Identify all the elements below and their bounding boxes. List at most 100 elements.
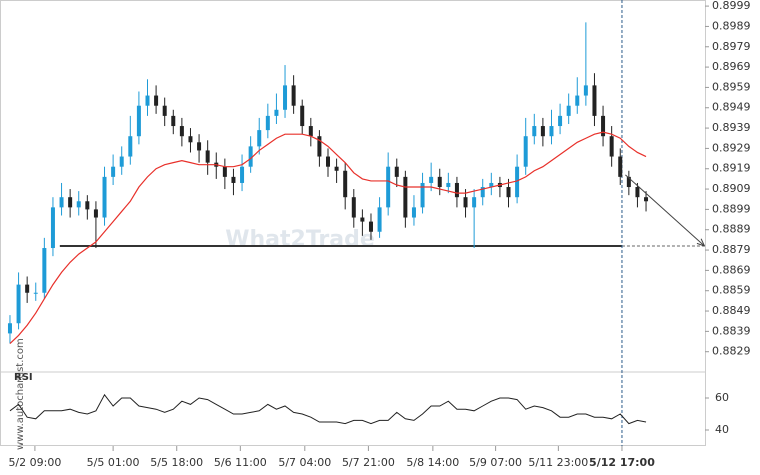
x-tick-label: 5/2 09:00 — [8, 456, 61, 469]
candle-body — [334, 166, 339, 171]
candle-body — [558, 115, 563, 127]
y-tick-label: 0.8829 — [712, 345, 751, 358]
candle-body — [102, 176, 107, 218]
y-tick-label: 0.8889 — [712, 223, 751, 236]
x-tick-label: 5/7 21:00 — [342, 456, 395, 469]
watermark: What2Trade — [225, 227, 375, 252]
candle-body — [489, 182, 494, 188]
candle-body — [386, 166, 391, 208]
candle-body — [179, 126, 184, 137]
candle-body — [515, 166, 520, 198]
candle-body — [197, 142, 202, 151]
candle-body — [609, 136, 614, 157]
y-tick-label: 0.8989 — [712, 19, 751, 32]
candle-body — [59, 197, 64, 208]
candle-body — [300, 105, 305, 127]
candle-body — [42, 248, 47, 293]
rsi-tick-label: 60 — [715, 391, 729, 404]
candle-body — [549, 126, 554, 137]
candle-body — [162, 105, 167, 116]
candle-body — [283, 85, 288, 110]
candle-body — [437, 176, 442, 188]
candle-body — [343, 170, 348, 198]
candle-body — [592, 85, 597, 116]
candle-body — [626, 176, 631, 188]
candle-body — [360, 217, 365, 222]
candle-body — [480, 187, 485, 198]
y-tick-label: 0.8849 — [712, 304, 751, 317]
candle-body — [635, 187, 640, 198]
candle-body — [257, 130, 262, 147]
candle-body — [50, 207, 55, 249]
candle-body — [317, 136, 322, 157]
candle-body — [472, 197, 477, 208]
candle-body — [111, 166, 116, 177]
candle-body — [128, 136, 133, 157]
candle-body — [601, 115, 606, 137]
x-tick-label: 5/5 18:00 — [150, 456, 203, 469]
x-tick-label: 5/9 07:00 — [469, 456, 522, 469]
candle-body — [403, 176, 408, 218]
candle-body — [76, 201, 81, 208]
y-tick-label: 0.8969 — [712, 60, 751, 73]
candle-body — [540, 126, 545, 137]
candle-body — [351, 197, 356, 218]
candle-body — [145, 95, 150, 106]
y-tick-label: 0.8859 — [712, 284, 751, 297]
candle-body — [171, 115, 176, 127]
candle-body — [532, 126, 537, 137]
y-tick-label: 0.8939 — [712, 121, 751, 134]
candle-body — [16, 284, 21, 324]
y-tick-label: 0.8929 — [712, 141, 751, 154]
x-tick-label: 5/5 01:00 — [87, 456, 140, 469]
candle-body — [446, 182, 451, 188]
x-tick-label: 5/12 17:00 — [589, 456, 655, 469]
y-tick-label: 0.8869 — [712, 263, 751, 276]
y-tick-label: 0.8919 — [712, 162, 751, 175]
candle-body — [523, 136, 528, 167]
candle-body — [25, 284, 30, 293]
arrow-head — [696, 238, 705, 247]
y-tick-label: 0.8949 — [712, 101, 751, 114]
candle-body — [308, 126, 313, 137]
rsi-title: RSI — [14, 372, 33, 383]
x-tick-label: 5/7 04:00 — [278, 456, 331, 469]
candle-body — [429, 176, 434, 183]
candle-body — [291, 85, 296, 106]
candle-body — [154, 95, 159, 106]
y-tick-label: 0.8899 — [712, 202, 751, 215]
side-text: www.autochartist.com — [15, 338, 26, 450]
projection-arrow — [625, 174, 705, 247]
candle-body — [377, 207, 382, 232]
candle-body — [68, 197, 73, 208]
candle-body — [85, 201, 90, 210]
candle-body — [248, 146, 253, 167]
frame — [0, 0, 706, 446]
candle-body — [93, 209, 98, 218]
candle-body — [463, 197, 468, 208]
candle-body — [575, 95, 580, 106]
candle-body — [454, 182, 459, 198]
moving-average — [9, 131, 647, 345]
x-tick-label: 5/6 11:00 — [214, 456, 267, 469]
candle-body — [222, 166, 227, 177]
candle-body — [394, 166, 399, 177]
y-tick-label: 0.8839 — [712, 324, 751, 337]
candle-body — [583, 85, 588, 96]
y-tick-label: 0.8979 — [712, 40, 751, 53]
y-tick-label: 0.8999 — [712, 0, 751, 12]
candle-body — [33, 292, 38, 294]
candle-body — [119, 156, 124, 167]
candle-body — [136, 105, 141, 137]
x-tick-label: 5/8 14:00 — [406, 456, 459, 469]
candle-body — [7, 323, 12, 334]
candle-body — [326, 156, 331, 167]
candle-body — [205, 150, 210, 163]
rsi-line — [9, 393, 647, 425]
candle-body — [368, 221, 373, 232]
candle-body — [618, 156, 623, 177]
candle-body — [240, 166, 245, 183]
candle-body — [188, 136, 193, 143]
x-tick-label: 5/11 23:00 — [528, 456, 588, 469]
